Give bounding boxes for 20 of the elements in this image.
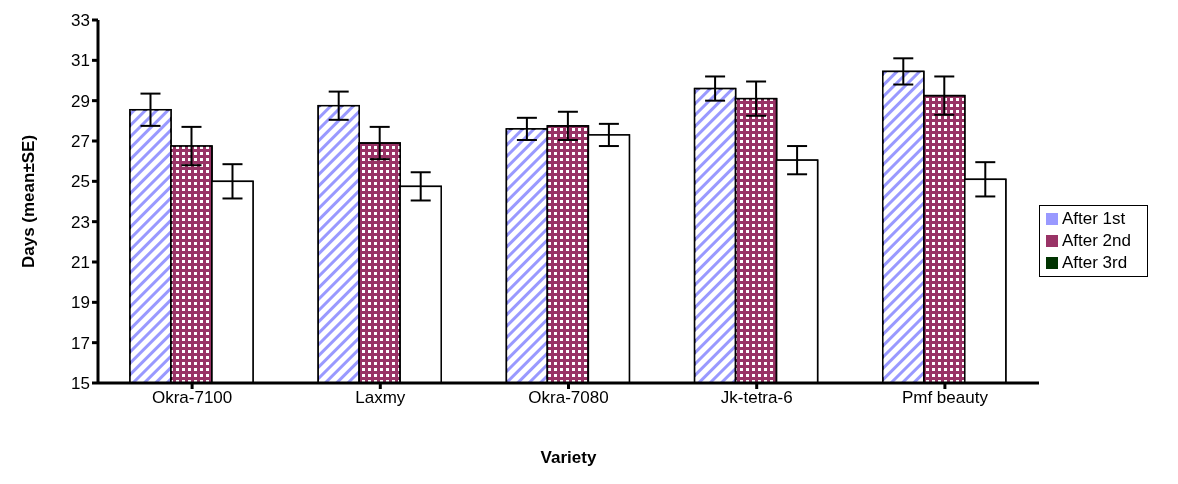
x-tick-label: Jk-tetra-6	[720, 388, 793, 408]
y-tick-label: 27	[71, 132, 90, 152]
legend-label: After 1st	[1062, 208, 1126, 228]
y-tick-label: 25	[71, 172, 90, 192]
x-axis-title: Variety	[540, 448, 597, 467]
y-tick-label: 31	[71, 51, 90, 71]
y-tick-label: 21	[71, 253, 90, 273]
y-tick-label: 15	[71, 374, 90, 394]
legend-label: After 2nd	[1062, 230, 1131, 250]
x-tick-label: Okra-7080	[528, 388, 609, 408]
y-tick-label: 17	[71, 333, 90, 353]
x-tick-label: Laxmy	[355, 388, 406, 408]
x-tick-label: Pmf beauty	[901, 388, 989, 408]
legend-label: After 3rd	[1062, 252, 1128, 272]
y-tick-label: 19	[71, 293, 90, 313]
x-tick-label: Okra-7100	[151, 388, 233, 408]
y-tick-label: 33	[71, 11, 90, 31]
y-tick-label: 29	[71, 91, 90, 111]
y-tick-label: 23	[71, 212, 90, 232]
y-axis-title: Days (mean±SE)	[19, 134, 39, 269]
